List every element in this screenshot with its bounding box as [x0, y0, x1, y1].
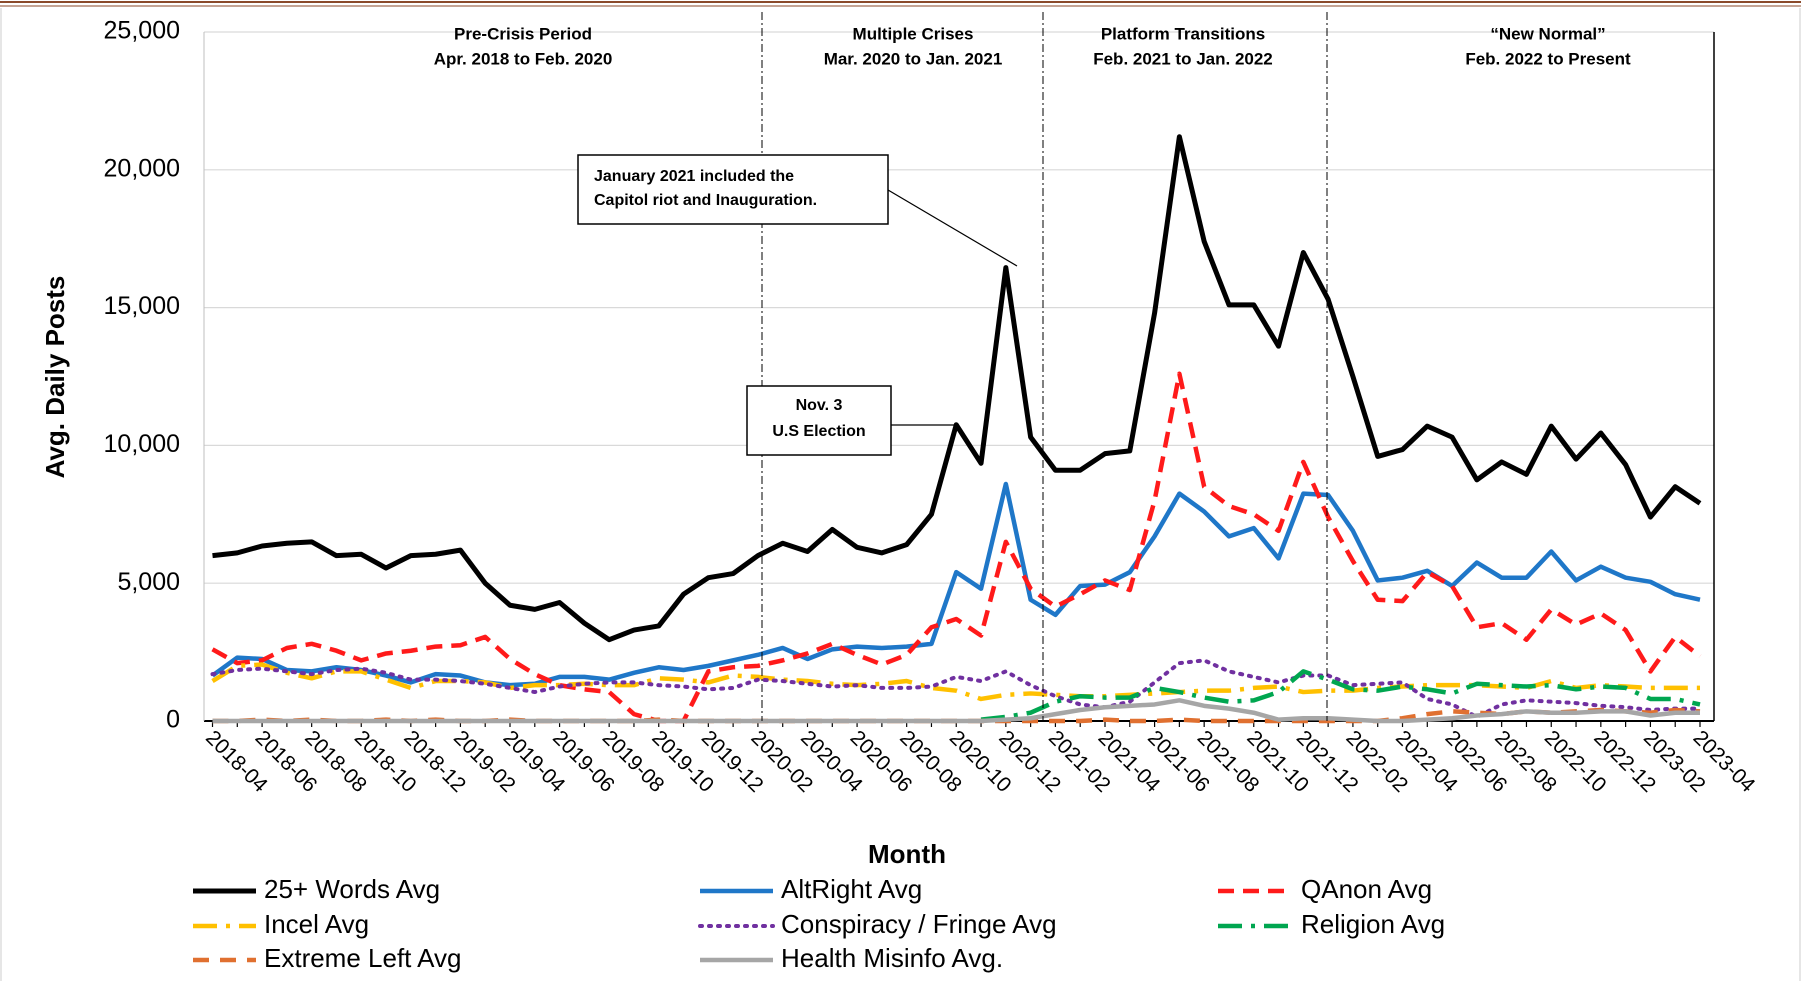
legend-label: 25+ Words Avg [264, 874, 440, 904]
legend-label: Health Misinfo Avg. [781, 943, 1003, 973]
plot [210, 134, 1702, 724]
period-title: Platform Transitions [1101, 24, 1265, 43]
callout-leader [887, 189, 1018, 267]
callout-text: January 2021 included the [594, 168, 794, 185]
y-axis-title: Avg. Daily Posts [40, 276, 70, 479]
callout-box [746, 385, 892, 456]
legend-label: AltRight Avg [781, 874, 922, 904]
legend: 25+ Words Avg AltRight Avg QAnon Avg Incel … [193, 874, 1445, 973]
legend-label: Extreme Left Avg [264, 943, 462, 973]
y-tick-label: 5,000 [117, 568, 180, 596]
series-line [211, 662, 1700, 702]
legend-label: Religion Avg [1301, 909, 1445, 939]
callout-text: Nov. 3 [796, 397, 843, 414]
annotations: January 2021 included the Capitol riot a… [434, 12, 1631, 721]
legend-label: QAnon Avg [1301, 874, 1432, 904]
callout-box [577, 154, 889, 225]
period-title: “New Normal” [1490, 24, 1605, 43]
series-line [212, 698, 1700, 724]
period-title: Multiple Crises [853, 24, 974, 43]
legend-label: Incel Avg [264, 909, 369, 939]
series-line [211, 481, 1701, 688]
x-axis-title: Month [868, 839, 946, 869]
period-range: Feb. 2021 to Jan. 2022 [1093, 49, 1273, 68]
y-tick-label: 10,000 [104, 430, 180, 458]
grid: 05,00010,00015,00020,00025,0002018-04201… [104, 17, 1760, 798]
period-range: Feb. 2022 to Present [1465, 49, 1631, 68]
series-line [211, 371, 1702, 724]
legend-label: Conspiracy / Fringe Avg [781, 909, 1057, 939]
period-range: Mar. 2020 to Jan. 2021 [824, 49, 1003, 68]
y-tick-label: 15,000 [104, 292, 180, 320]
callout-text: Capitol riot and Inauguration. [594, 192, 817, 209]
y-tick-label: 20,000 [104, 154, 180, 182]
series-line [980, 669, 1701, 722]
period-range: Apr. 2018 to Feb. 2020 [434, 49, 613, 68]
period-title: Pre-Crisis Period [454, 24, 592, 43]
series-line [210, 658, 1702, 719]
y-tick-label: 0 [166, 706, 180, 734]
y-tick-label: 25,000 [104, 17, 180, 45]
callout-text: U.S Election [772, 423, 865, 440]
